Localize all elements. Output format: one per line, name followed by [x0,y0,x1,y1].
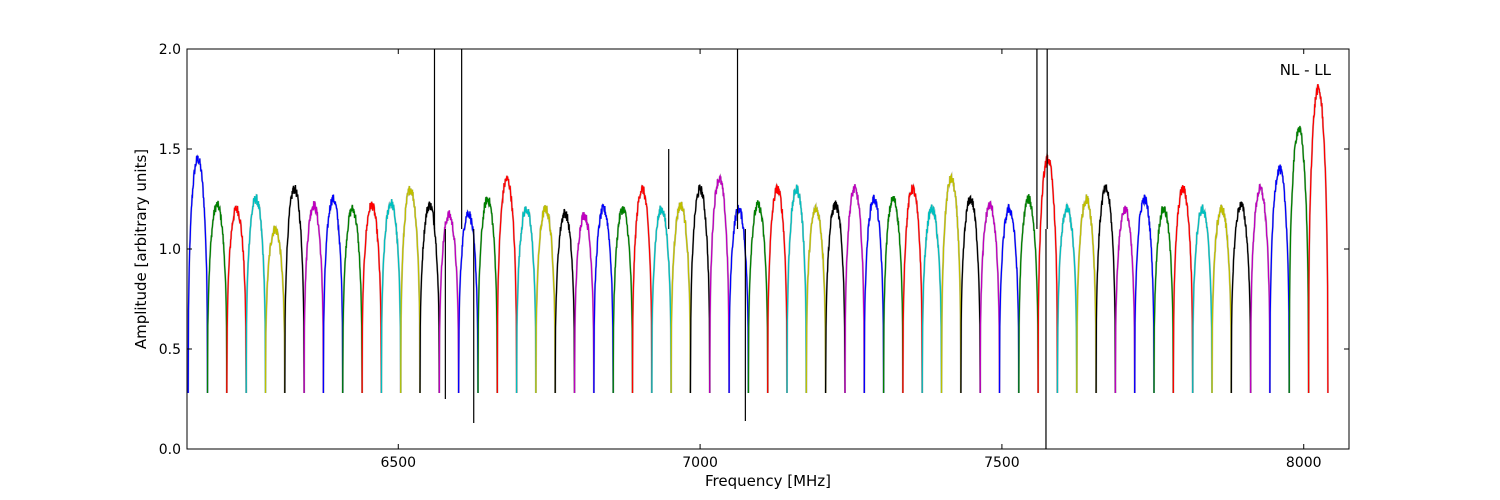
channel-series-line [1249,183,1271,394]
channel-series-line [940,172,962,394]
channel-series-line [612,206,634,394]
x-tick-label: 6500 [380,455,416,471]
channel-series-line [631,184,653,394]
channel-series-line [1076,194,1097,394]
channel-series-line [322,194,344,394]
channel-series-line [1192,204,1213,394]
y-tick-label: 0.0 [159,442,181,458]
channel-series-line [651,205,672,394]
channel-series-line [400,185,421,394]
spike-group [433,49,1048,449]
channel-series-line [573,212,595,394]
x-tick-label: 8000 [1286,455,1322,471]
channel-series-line [709,174,730,394]
x-axis-label: Frequency [MHz] [705,472,831,490]
channel-series-line [1056,202,1078,394]
channel-series-line [1114,205,1136,394]
channel-series-line [670,201,692,394]
channel-series-line [979,200,1001,394]
y-tick-label: 1.0 [159,242,181,258]
y-tick-label: 0.5 [159,342,181,358]
y-tick-label: 1.5 [159,142,181,158]
channel-series-line [767,183,788,394]
channel-series-line [593,203,614,394]
channel-series-line [902,183,923,394]
channel-series-line [496,175,518,394]
channel-series-line [1037,153,1059,394]
channel-series-line [303,200,325,394]
channel-series-line [1269,164,1290,394]
channel-series-line [419,201,440,394]
channel-series-line [380,199,402,394]
channel-series-line [187,154,209,394]
channel-series-line [863,194,885,394]
channel-series-line [554,208,576,394]
channel-series-line [921,204,943,394]
channel-series-line [245,194,267,394]
channel-series-line [689,184,711,394]
channel-series-line [882,196,904,394]
channel-series-line [206,200,228,394]
channel-series-line [284,184,305,394]
channel-series-line [226,205,247,394]
channel-series-line [361,201,383,394]
channel-series-line [1018,194,1039,394]
tick-group: 6500 7000 7500 8000 0.0 0.5 1.0 1.5 2.0 [159,42,1349,471]
plot-annotation: NL - LL [1280,61,1332,79]
channel-series-line [1153,206,1174,394]
channel-series-line [1095,184,1117,394]
channel-series-line [805,203,827,394]
channel-series-line [1307,84,1329,394]
channel-series-line [342,204,363,394]
channel-series-line [457,209,479,394]
channel-series-line [1288,125,1310,394]
channel-series-line [998,203,1020,394]
y-axis-label: Amplitude [arbitrary units] [132,149,150,349]
channel-series-group [187,84,1329,394]
channel-series-line [1172,185,1194,394]
channel-series-line [960,194,981,394]
channel-series-line [844,184,865,394]
channel-series-line [438,210,460,394]
x-tick-label: 7500 [984,455,1020,471]
channel-series-line [824,200,846,394]
channel-series-line [786,184,807,394]
channel-series-line [1211,204,1232,394]
channel-series-line [1230,201,1252,394]
channel-series-line [535,205,556,394]
y-tick-label: 2.0 [159,42,181,58]
channel-series-line [264,225,286,394]
channel-series-line [515,206,537,394]
x-tick-label: 7000 [682,455,718,471]
channel-series-line [477,196,498,394]
channel-series-line [1134,194,1155,394]
channel-series-line [747,200,769,394]
